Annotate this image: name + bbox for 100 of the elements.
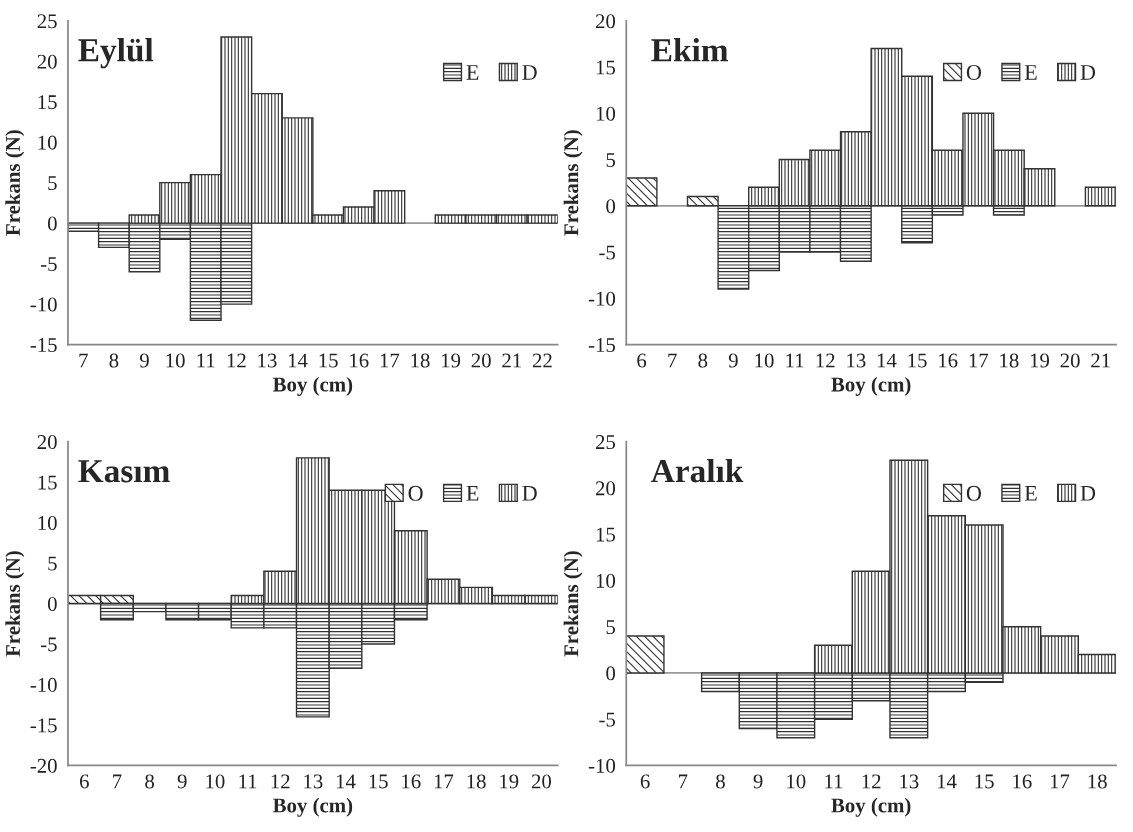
y-tick-label: 15 <box>38 475 57 490</box>
legend-label: E <box>466 65 479 80</box>
x-tick-label: 17 <box>969 353 989 368</box>
x-tick-label: 14 <box>877 353 897 368</box>
y-tick-label: 15 <box>596 527 616 542</box>
x-axis-title: Boy (cm) <box>272 376 353 396</box>
x-tick-label: 18 <box>1000 353 1019 368</box>
y-tick-label: 20 <box>37 435 57 450</box>
chart-title: Aralık <box>651 458 744 483</box>
x-tick-label: 7 <box>668 353 677 368</box>
x-tick-label: 13 <box>258 353 277 368</box>
x-tick-label: 19 <box>1030 353 1050 368</box>
y-tick-label: 25 <box>595 435 616 450</box>
y-tick-label: -10 <box>588 758 616 773</box>
y-tick-label: -20 <box>30 758 57 773</box>
x-tick-label: 14 <box>937 774 957 789</box>
x-tick-label: 13 <box>304 774 323 789</box>
x-tick-label: 18 <box>467 774 486 789</box>
x-tick-label: 15 <box>908 353 927 368</box>
y-tick-label: 20 <box>595 481 616 496</box>
x-tick-label: 16 <box>1013 774 1032 789</box>
y-tick-label: -5 <box>599 712 616 727</box>
x-tick-label: 14 <box>336 774 356 789</box>
y-tick-label: 5 <box>48 556 57 571</box>
x-tick-label: 11 <box>197 353 215 368</box>
x-tick-label: 22 <box>532 353 552 368</box>
x-tick-label: 12 <box>862 774 881 789</box>
x-tick-label: 15 <box>975 774 994 789</box>
y-tick-label: -15 <box>30 718 57 733</box>
x-tick-label: 12 <box>816 353 835 368</box>
y-tick-label: 10 <box>596 106 616 121</box>
y-tick-label: -5 <box>40 637 57 652</box>
y-tick-label: 20 <box>595 14 616 29</box>
x-tick-label: 10 <box>787 774 806 789</box>
x-tick-label: 15 <box>369 774 388 789</box>
y-tick-label: 5 <box>606 620 616 635</box>
legend-label: D <box>1080 65 1096 80</box>
x-tick-label: 11 <box>825 774 843 789</box>
x-tick-label: 11 <box>239 774 257 789</box>
x-tick-label: 8 <box>145 774 155 789</box>
x-tick-label: 7 <box>678 774 688 789</box>
x-tick-label: 21 <box>502 353 521 368</box>
y-tick-label: 10 <box>38 516 57 531</box>
legend-label: D <box>522 486 537 501</box>
y-tick-label: 0 <box>606 199 616 214</box>
x-tick-label: 20 <box>531 774 552 789</box>
x-tick-label: 20 <box>471 353 491 368</box>
x-tick-label: 18 <box>411 353 430 368</box>
x-tick-label: 17 <box>434 774 454 789</box>
x-tick-label: 17 <box>1050 774 1070 789</box>
x-tick-label: 18 <box>1088 774 1107 789</box>
chart-title: Ekim <box>651 38 728 62</box>
y-tick-label: 5 <box>48 176 57 191</box>
x-tick-label: 13 <box>900 774 919 789</box>
x-tick-label: 9 <box>753 774 763 789</box>
x-tick-label: 10 <box>755 353 774 368</box>
y-tick-label: -15 <box>588 338 616 352</box>
x-tick-label: 11 <box>786 353 804 368</box>
chart-title: Eylül <box>78 38 154 69</box>
x-tick-label: 6 <box>79 774 89 789</box>
y-tick-label: 0 <box>47 596 57 611</box>
y-tick-label: 20 <box>37 54 57 69</box>
x-tick-label: 13 <box>847 353 866 368</box>
x-axis-title: Boy (cm) <box>831 797 911 817</box>
y-tick-label: -10 <box>30 677 57 692</box>
x-tick-label: 16 <box>402 774 421 789</box>
x-tick-label: 6 <box>637 353 647 368</box>
x-tick-label: 21 <box>1091 353 1110 368</box>
x-tick-label: 12 <box>227 353 246 368</box>
x-tick-label: 15 <box>319 353 338 368</box>
legend-label: O <box>966 485 982 501</box>
legend-label: O <box>408 485 423 501</box>
x-tick-label: 20 <box>1060 353 1080 368</box>
y-axis-title: Frekans (N) <box>5 130 25 236</box>
x-tick-label: 16 <box>939 353 958 368</box>
x-tick-label: 6 <box>640 774 650 789</box>
legend-label: E <box>1024 486 1037 501</box>
y-tick-label: 15 <box>596 60 616 75</box>
y-tick-label: -15 <box>30 338 57 352</box>
chart-title: Kasım <box>78 460 170 483</box>
legend-label: D <box>1080 486 1096 501</box>
x-tick-label: 7 <box>79 353 88 368</box>
legend-label: E <box>1024 65 1037 80</box>
legend-label: D <box>522 65 537 80</box>
y-axis-title: Frekans (N) <box>563 130 583 236</box>
y-axis-title: Frekans (N) <box>563 551 583 657</box>
y-tick-label: -5 <box>599 245 616 260</box>
y-tick-label: 5 <box>606 153 616 167</box>
x-tick-label: 12 <box>271 774 290 789</box>
y-tick-label: 10 <box>596 573 616 588</box>
x-tick-label: 7 <box>113 774 122 789</box>
y-tick-label: 15 <box>38 95 57 110</box>
x-tick-label: 19 <box>500 774 519 789</box>
x-tick-label: 19 <box>442 353 461 368</box>
x-tick-label: 9 <box>177 774 187 789</box>
legend-label: O <box>966 64 982 80</box>
x-tick-label: 8 <box>716 774 725 789</box>
x-tick-label: 14 <box>288 353 308 368</box>
x-tick-label: 8 <box>109 353 119 368</box>
x-tick-label: 8 <box>698 353 708 368</box>
